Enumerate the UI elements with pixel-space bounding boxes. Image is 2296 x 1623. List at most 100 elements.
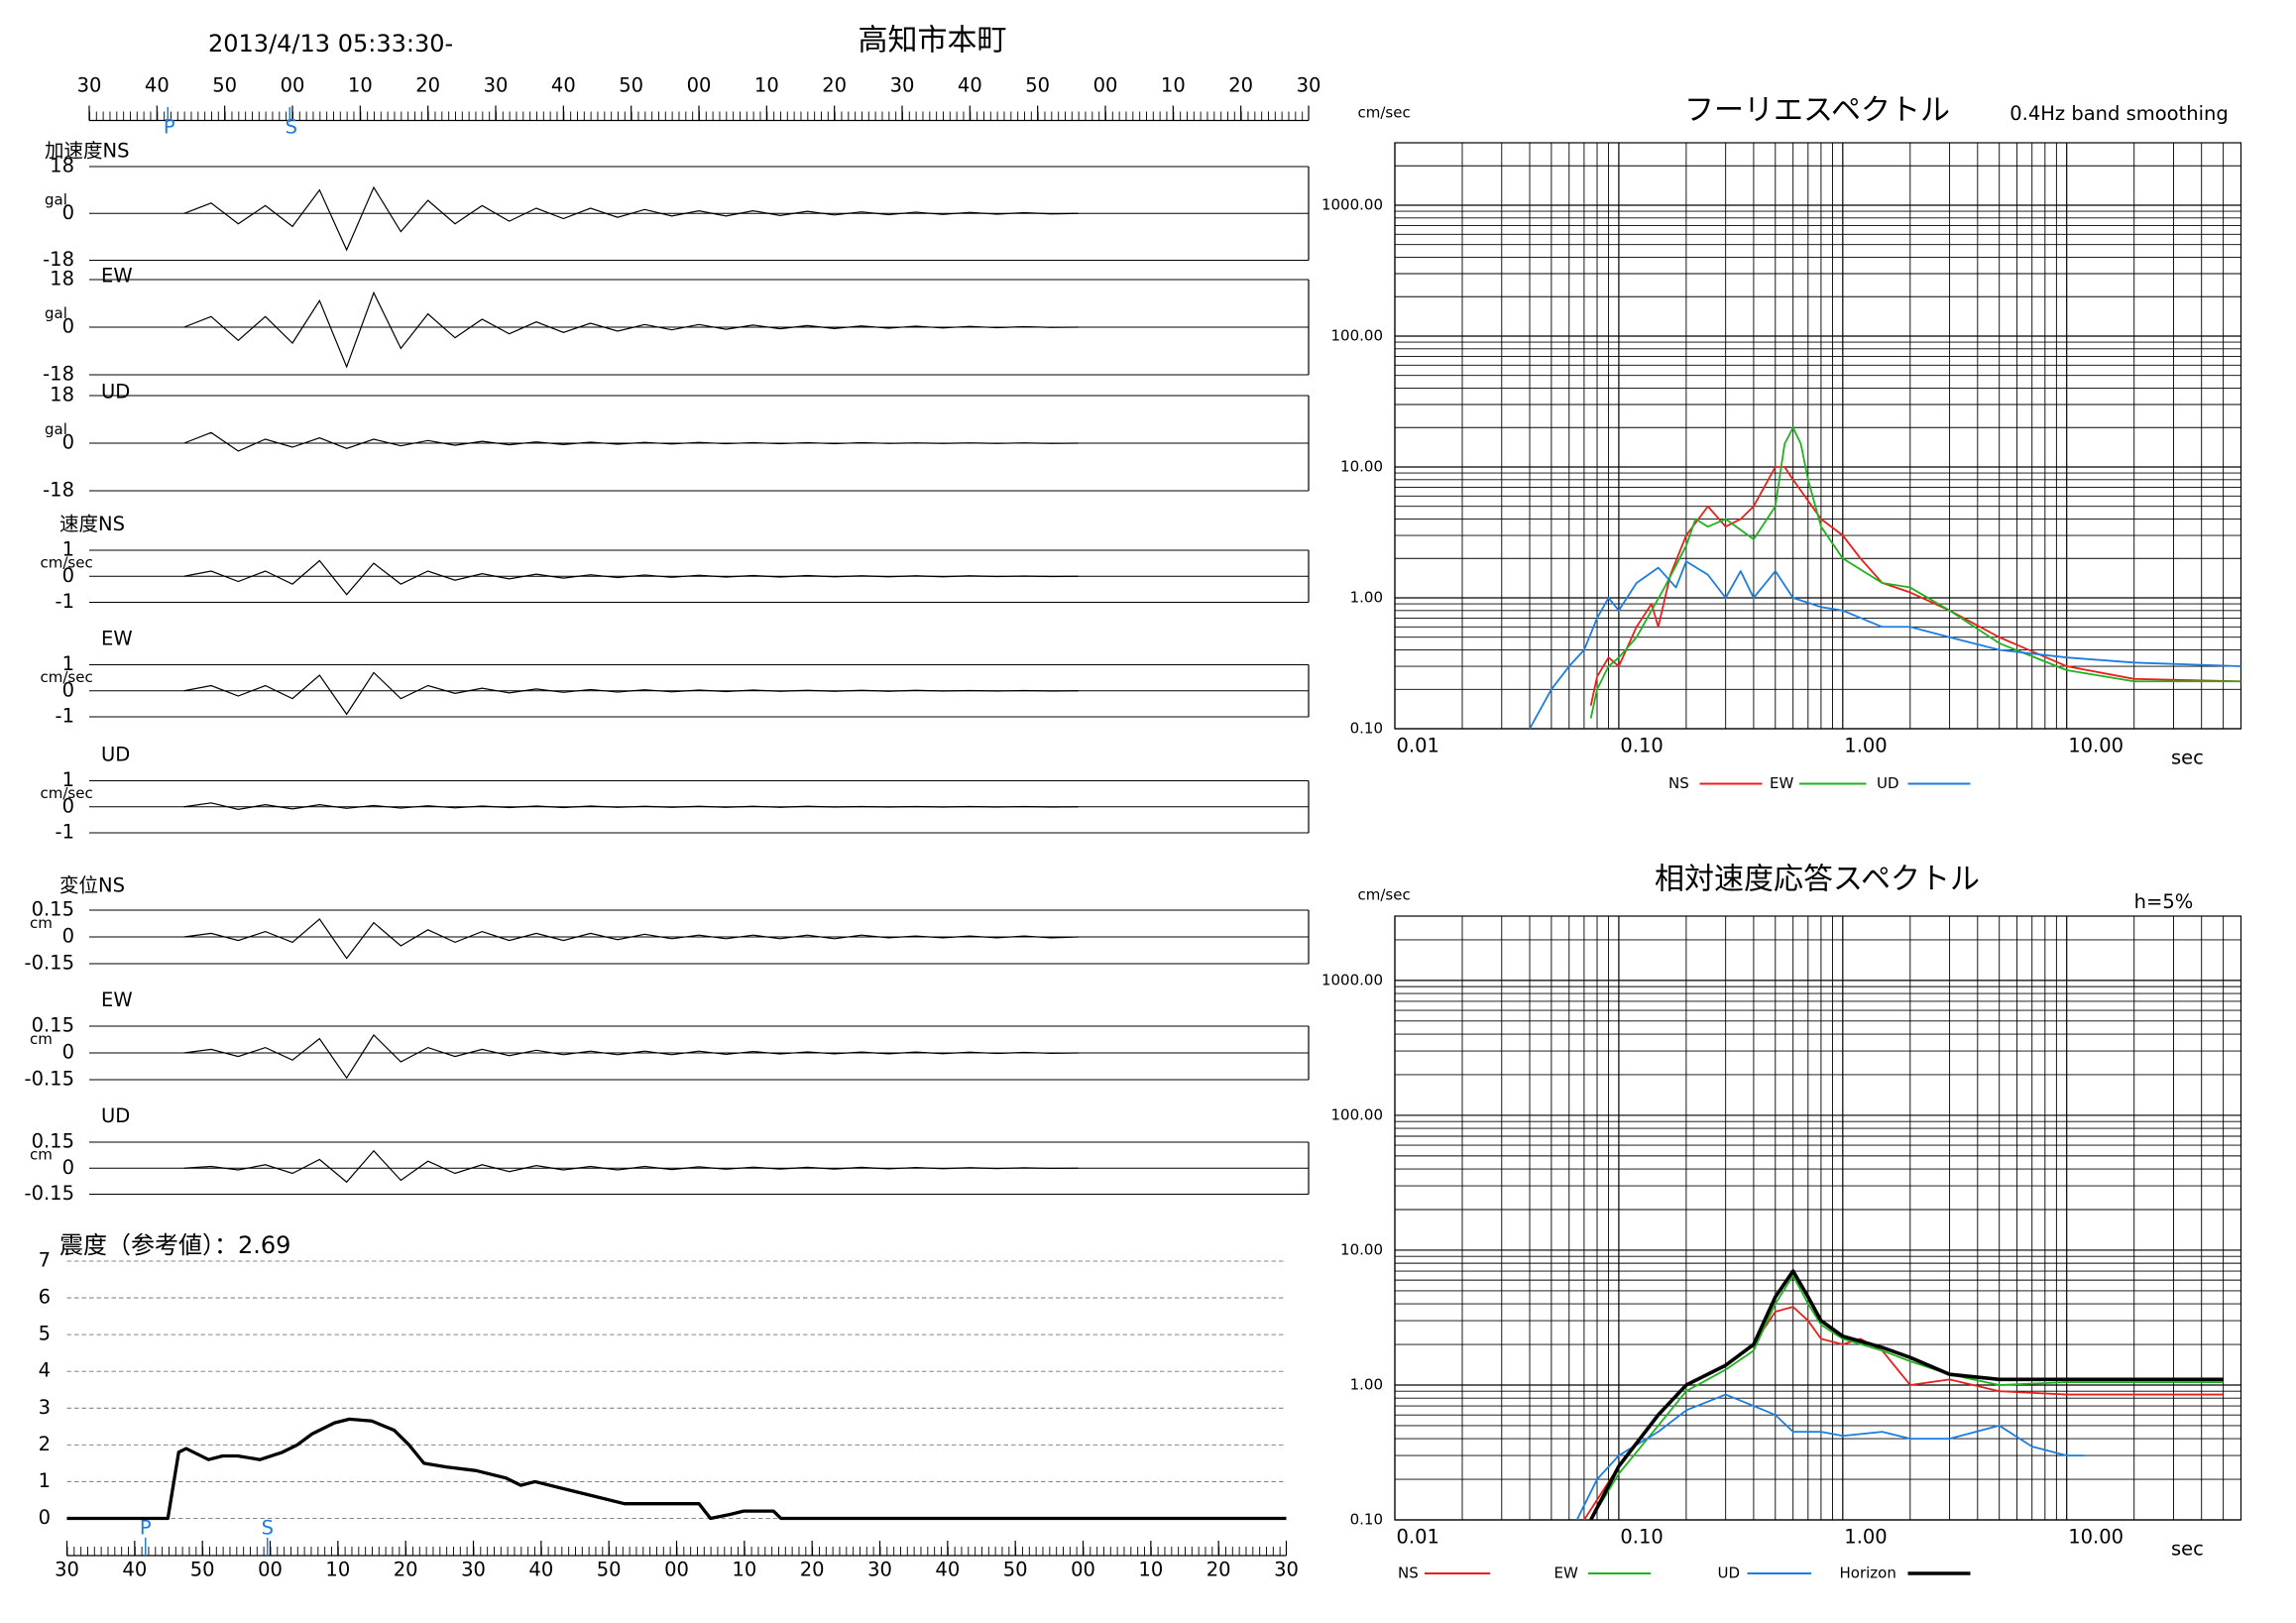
x-tick-label: 50: [619, 74, 643, 97]
y-tick-label: 18: [50, 268, 74, 290]
x-tick-label: 30: [1274, 1559, 1299, 1581]
y-tick-label: -0.15: [25, 1068, 74, 1091]
y-tick-label: -0.15: [25, 1182, 74, 1205]
y-tick-label: -1: [56, 821, 74, 844]
x-tick-label: 40: [551, 74, 576, 97]
y-tick-label: 1.00: [1350, 588, 1383, 606]
legend-label: Horizon: [1840, 1565, 1896, 1582]
unit-label: cm/sec: [41, 553, 93, 571]
x-tick-label: 10.00: [2068, 1526, 2124, 1549]
x-tick-label: 30: [77, 74, 102, 97]
x-tick-label: 10: [325, 1559, 350, 1581]
unit-label: cm/sec: [41, 668, 93, 686]
y-tick-label: -1: [56, 590, 74, 613]
phase-label: S: [286, 116, 297, 139]
x-tick-label: 30: [55, 1559, 79, 1581]
phase-label: P: [164, 116, 175, 139]
waveform-trace: [183, 185, 1079, 252]
x-tick-label: 00: [1071, 1559, 1095, 1581]
panel-label: UD: [101, 381, 130, 404]
y-tick-label: -18: [43, 479, 74, 502]
chart-title: 震度（参考値）：2.69: [59, 1231, 290, 1259]
x-tick-label: 50: [1025, 74, 1050, 97]
panel-label: UD: [101, 1104, 130, 1127]
x-tick-label: 00: [687, 74, 712, 97]
x-tick-label: 40: [958, 74, 982, 97]
y-axis-label: cm/sec: [1358, 886, 1411, 904]
y-tick-label: 1.00: [1350, 1375, 1383, 1393]
x-tick-label: 40: [145, 74, 170, 97]
x-tick-label: 30: [867, 1559, 892, 1581]
y-tick-label: 6: [39, 1286, 51, 1309]
x-tick-label: 1.00: [1844, 1526, 1887, 1549]
y-axis-label: cm/sec: [1358, 104, 1411, 122]
x-tick-label: 0.10: [1620, 735, 1663, 757]
y-tick-label: 18: [50, 384, 74, 406]
y-tick-label: 2: [39, 1433, 51, 1455]
spectrum-line: [1529, 560, 2241, 730]
legend-label: UD: [1877, 774, 1899, 792]
chart-title: 相対速度応答スペクトル: [1655, 863, 1980, 897]
x-tick-label: 10: [348, 74, 373, 97]
x-tick-label: 10: [732, 1559, 756, 1581]
unit-label: gal: [45, 420, 67, 438]
y-tick-label: 0.10: [1350, 720, 1383, 738]
x-tick-label: 10.00: [2068, 735, 2124, 757]
x-tick-label: 10: [1161, 74, 1186, 97]
x-tick-label: 40: [122, 1559, 147, 1581]
x-tick-label: 20: [415, 74, 440, 97]
unit-label: cm: [30, 1030, 53, 1048]
legend-label: NS: [1668, 774, 1689, 792]
y-tick-label: 0: [62, 1156, 74, 1179]
unit-label: cm: [30, 914, 53, 932]
unit-label: gal: [45, 304, 67, 322]
chart-title: フーリエスペクトル: [1684, 93, 1950, 128]
y-tick-label: 0: [39, 1506, 51, 1529]
spectrum-line: [1589, 426, 2241, 719]
x-tick-label: 40: [935, 1559, 960, 1581]
y-tick-label: 0: [62, 201, 74, 224]
y-tick-label: 10.00: [1340, 1240, 1383, 1258]
y-tick-label: -1: [56, 705, 74, 728]
x-tick-label: 10: [754, 74, 779, 97]
x-tick-label: 1.00: [1844, 735, 1887, 757]
panel-label: UD: [101, 744, 130, 766]
x-tick-label: 00: [1093, 74, 1118, 97]
panel-label: EW: [101, 988, 133, 1011]
series-group: [1575, 1269, 2224, 1521]
spectrum-line: [1575, 1393, 2085, 1521]
x-tick-label: 00: [664, 1559, 689, 1581]
y-tick-label: 0: [62, 431, 74, 454]
unit-label: cm: [30, 1145, 53, 1163]
waveform-trace: [183, 802, 1079, 810]
plot-frame: [1394, 915, 2242, 1521]
y-tick-label: 0: [62, 315, 74, 338]
unit-label: gal: [45, 190, 67, 208]
x-tick-label: 50: [190, 1559, 215, 1581]
y-tick-label: 4: [39, 1359, 51, 1382]
x-axis-label: sec: [2171, 1538, 2204, 1561]
waveform-trace: [183, 431, 1079, 452]
phase-label: P: [140, 1517, 152, 1540]
y-tick-label: 0: [62, 678, 74, 701]
y-tick-label: 3: [39, 1396, 51, 1419]
y-tick-label: 10.00: [1340, 457, 1383, 475]
panel-label: EW: [101, 628, 133, 650]
waveform-trace: [183, 1034, 1079, 1080]
y-tick-label: 0.15: [32, 1014, 74, 1037]
legend-label: UD: [1718, 1565, 1741, 1582]
legend-label: EW: [1554, 1565, 1578, 1582]
y-tick-label: 0.15: [32, 898, 74, 921]
panel-label: 加速度NS: [45, 140, 129, 163]
x-tick-label: 20: [394, 1559, 418, 1581]
y-tick-label: 1: [62, 652, 74, 675]
y-tick-label: 0: [62, 1041, 74, 1064]
intensity-line: [66, 1417, 1287, 1521]
y-tick-label: -18: [43, 248, 74, 271]
panel-label: EW: [101, 265, 133, 288]
y-tick-label: 100.00: [1331, 1105, 1384, 1123]
phase-label: S: [262, 1517, 274, 1540]
y-tick-label: 0.10: [1350, 1511, 1383, 1529]
date-time: 2013/4/13 05:33:30-: [208, 30, 453, 58]
